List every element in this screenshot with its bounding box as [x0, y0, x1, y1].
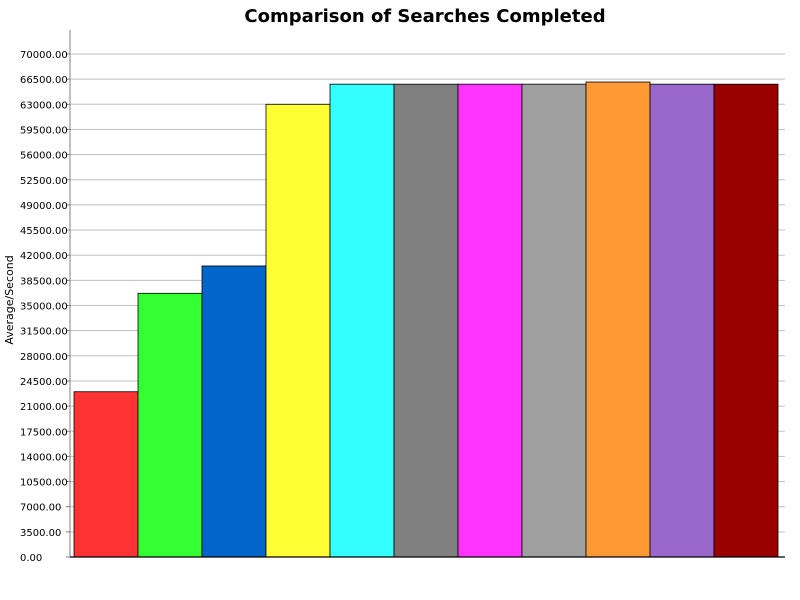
bar — [393, 83, 459, 558]
y-tick-label: 0.00 — [20, 553, 42, 564]
y-tick-label: 21000.00 — [20, 402, 68, 413]
bar — [265, 103, 331, 558]
y-tick-label: 3500.00 — [20, 528, 61, 539]
y-tick-label: 52500.00 — [20, 176, 68, 187]
chart-title: Comparison of Searches Completed — [244, 6, 606, 27]
bar — [585, 81, 651, 558]
bar — [521, 83, 587, 558]
y-tick-label: 28000.00 — [20, 352, 68, 363]
y-tick-label: 10500.00 — [20, 478, 68, 489]
y-tick-label: 70000.00 — [20, 50, 68, 61]
y-tick-label: 59500.00 — [20, 125, 68, 136]
bar — [457, 83, 523, 558]
y-axis-label: Average/Second — [3, 255, 16, 344]
y-tick-label: 49000.00 — [20, 201, 68, 212]
y-tick-label: 31500.00 — [20, 327, 68, 338]
y-axis-ticks: 0.00 3500.00 7000.00 10500.00 14000.00 17500.… — [20, 50, 70, 564]
bar — [201, 265, 267, 558]
bars — [73, 81, 779, 558]
y-tick-label: 35000.00 — [20, 302, 68, 313]
y-tick-label: 17500.00 — [20, 427, 68, 438]
y-tick-label: 14000.00 — [20, 452, 68, 463]
y-tick-label: 63000.00 — [20, 100, 68, 111]
y-tick-label: 7000.00 — [20, 503, 61, 514]
y-tick-label: 66500.00 — [20, 75, 68, 86]
bar — [137, 292, 203, 558]
y-tick-label: 56000.00 — [20, 151, 68, 162]
y-tick-label: 42000.00 — [20, 251, 68, 262]
bar — [713, 83, 779, 558]
bar — [649, 83, 715, 558]
y-tick-label: 38500.00 — [20, 276, 68, 287]
bar — [329, 83, 395, 558]
bar — [73, 391, 139, 558]
y-tick-label: 24500.00 — [20, 377, 68, 388]
y-tick-label: 45500.00 — [20, 226, 68, 237]
